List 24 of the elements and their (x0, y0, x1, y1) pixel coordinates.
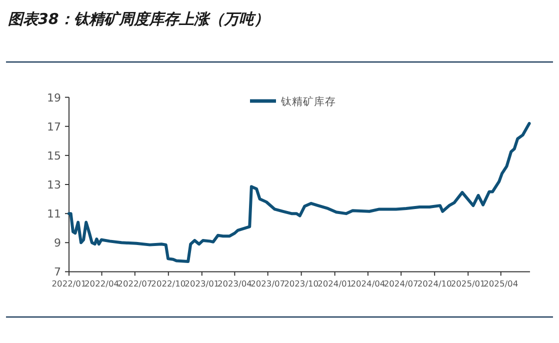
x-tick-label: 2024/01 (318, 278, 352, 289)
x-tick-label: 2024/04 (350, 278, 386, 289)
y-tick-label: 9 (54, 236, 61, 250)
x-tick-label: 2022/01 (52, 278, 86, 289)
x-tick-label: 2023/10 (284, 278, 319, 289)
y-tick-label: 11 (47, 208, 61, 221)
x-tick-label: 2023/04 (217, 278, 252, 289)
x-tick-label: 2022/07 (118, 278, 152, 289)
y-tick-label: 19 (47, 91, 61, 104)
x-tick-label: 2024/07 (384, 278, 418, 289)
x-tick-label: 2023/07 (250, 278, 286, 289)
x-tick-label: 2025/01 (450, 278, 486, 289)
x-tick-label: 2025/04 (484, 278, 518, 289)
line-series (68, 122, 531, 264)
y-tick-label: 15 (47, 149, 61, 162)
x-tick-label: 2023/01 (184, 278, 220, 289)
x-tick-label: 2022/04 (84, 278, 120, 289)
legend-label: 钛精矿库存 (280, 95, 336, 108)
chart-title: 图表38：钛精矿周度库存上涨（万吨） (8, 10, 269, 28)
y-tick-label: 7 (54, 266, 61, 279)
x-tick-label: 2024/10 (417, 278, 452, 289)
x-tick-label: 2022/10 (151, 278, 186, 289)
y-tick-label: 13 (47, 178, 61, 192)
y-tick-label: 17 (47, 120, 61, 134)
